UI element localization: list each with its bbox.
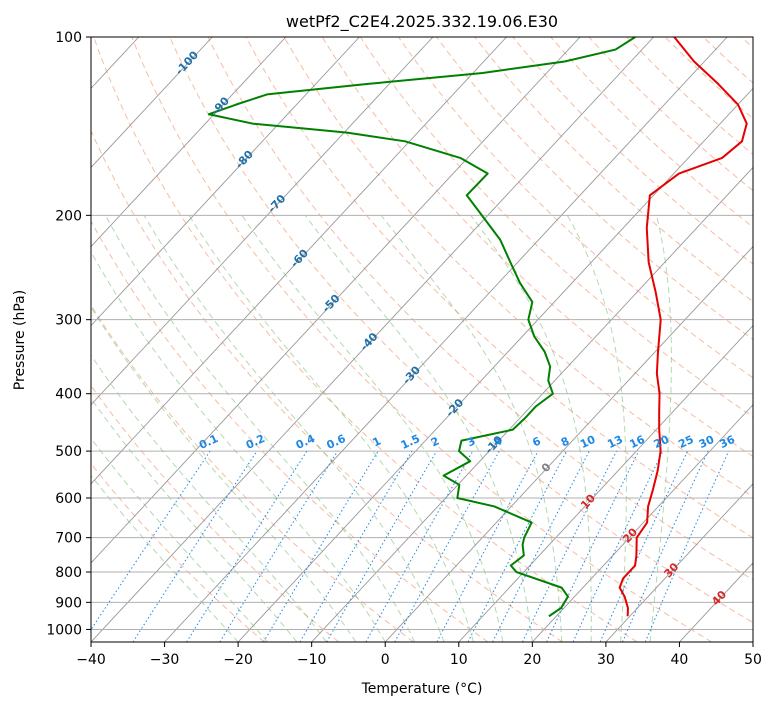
isotherm-line [384, 245, 753, 642]
x-axis-label: Temperature (°C) [361, 681, 483, 697]
mixing-ratio-label: 30 [697, 433, 717, 451]
x-tick-label: 10 [450, 652, 468, 668]
mixing-ratio-line [522, 450, 618, 642]
dry-adiabat-line [588, 37, 753, 192]
moist-adiabat-line [91, 306, 357, 642]
mixing-ratio-line [599, 450, 688, 642]
dry-adiabat-line [283, 37, 753, 498]
moist-adiabat-line [143, 215, 445, 642]
mixing-ratio-line [219, 450, 339, 642]
dry-adiabat-line [321, 37, 753, 458]
isotherm-line [91, 37, 654, 642]
x-tick-label: −10 [297, 652, 327, 668]
isotherm-line [532, 404, 753, 642]
dry-adiabat-line [550, 37, 753, 228]
dry-adiabat-line [245, 37, 753, 539]
mixing-ratio-line [394, 450, 500, 642]
y-tick-label: 600 [55, 491, 82, 507]
y-tick-label: 400 [55, 387, 82, 403]
isotherm-line [458, 324, 753, 642]
y-tick-label: 1000 [46, 622, 82, 638]
mixing-ratio-label: 10 [578, 433, 598, 451]
mixing-ratio-line [186, 450, 308, 642]
mixing-ratio-label: 13 [605, 433, 624, 451]
dry-adiabat-line [169, 37, 753, 624]
dry-adiabat-line [93, 37, 638, 642]
moist-adiabat-line [91, 354, 327, 642]
mixing-ratio-line [644, 450, 730, 642]
mixing-ratio-label: 16 [628, 433, 648, 451]
y-tick-label: 200 [55, 208, 82, 224]
mixing-ratio-label: 25 [676, 433, 695, 451]
dry-adiabat-line [131, 37, 713, 642]
x-tick-label: 50 [744, 652, 762, 668]
y-tick-label: 300 [55, 313, 82, 329]
mixing-ratio-line [326, 450, 438, 642]
mixing-ratio-line [299, 450, 413, 642]
mixing-ratio-line [263, 450, 379, 642]
chart-title: wetPf2_C2E4.2025.332.19.06.E30 [286, 12, 558, 32]
x-tick-label: −30 [150, 652, 180, 668]
isotherm-line [91, 37, 213, 169]
isotherm-line [91, 37, 434, 406]
mixing-ratio-line [572, 450, 664, 642]
dry-adiabat-line [436, 37, 753, 340]
plot-frame [90, 36, 754, 643]
moist-adiabat-line [241, 215, 504, 642]
mixing-ratio-label: 36 [718, 433, 738, 451]
moist-adiabat-line [649, 215, 672, 642]
isotherm-line [605, 483, 753, 642]
isotherm-line [91, 37, 581, 564]
dewpoint-profile-line [207, 37, 636, 618]
y-tick-label: 100 [55, 30, 82, 46]
y-tick-label: 700 [55, 531, 82, 547]
isotherm-line [91, 37, 507, 485]
mixing-ratio-line [622, 450, 709, 642]
y-tick-label: 800 [55, 565, 82, 581]
dry-adiabat-line [91, 384, 340, 642]
isotherm-line [91, 37, 360, 327]
isotherm-line [164, 37, 728, 642]
moist-adiabat-line [188, 215, 474, 642]
temperature-profile-line [618, 37, 748, 617]
y-tick-label: 500 [55, 444, 82, 460]
x-tick-label: 40 [671, 652, 689, 668]
dry-adiabat-line [398, 37, 753, 379]
mixing-ratio-line [546, 450, 640, 642]
moist-adiabat-line [380, 215, 563, 642]
mixing-ratio-label: 20 [652, 433, 672, 451]
moist-adiabat-line [91, 474, 239, 642]
x-tick-label: 30 [597, 652, 615, 668]
x-tick-label: 0 [381, 652, 390, 668]
x-tick-label: −40 [76, 652, 106, 668]
x-tick-label: −20 [223, 652, 253, 668]
moist-adiabat-line [91, 250, 386, 642]
moist-adiabat-line [567, 215, 627, 642]
mixing-ratio-line [365, 450, 474, 642]
y-axis-label: Pressure (hPa) [12, 290, 28, 390]
isotherm-line [91, 37, 287, 248]
dry-adiabat-line [207, 37, 753, 581]
isotherm-line [311, 166, 753, 642]
x-tick-label: 20 [523, 652, 541, 668]
moist-adiabat-line [105, 215, 416, 642]
isotherm-line [237, 87, 753, 642]
y-tick-label: 900 [55, 595, 82, 611]
dry-adiabat-line [91, 129, 563, 642]
